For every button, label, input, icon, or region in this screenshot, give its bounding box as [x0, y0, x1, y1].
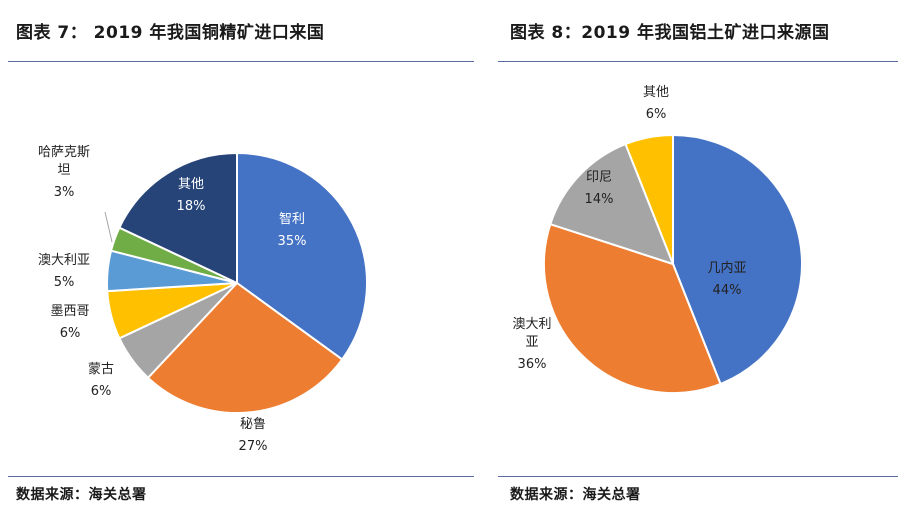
- slice-name-3: 其他: [643, 85, 669, 100]
- slice-name-6: 其他: [178, 177, 204, 192]
- pie-slice-1: [146, 281, 344, 414]
- slice-name-2: 印尼: [586, 170, 612, 185]
- pie-slice-6: [118, 151, 238, 285]
- figure-7-title: 图表 7： 2019 年我国铜精矿进口来国: [16, 23, 325, 43]
- figure-7-source: 数据来源：海关总署: [16, 487, 147, 503]
- slice-name-1: 秘鲁: [240, 417, 266, 432]
- slice-name-4: 澳大利亚: [38, 252, 90, 268]
- figure-8-panel: 图表 8：2019 年我国铝土矿进口来源国 几内亚 44% 澳大利亚 36% 印尼 14%…: [492, 0, 905, 523]
- slice-label-3: 墨西哥 6%: [50, 304, 89, 341]
- slice-label-0: 智利 35%: [278, 212, 307, 249]
- slice-name-0: 智利: [279, 212, 305, 227]
- slice-label-2: 蒙古 6%: [88, 362, 114, 399]
- slice-label-6: 其他 18%: [177, 177, 206, 214]
- pie-slice-0: [672, 133, 803, 386]
- slice-label-0: 几内亚 44%: [707, 260, 746, 298]
- figure-8-bottom-rule: [498, 476, 898, 477]
- slice-name-0: 几内亚: [707, 260, 746, 276]
- slice-value-3: 6%: [60, 326, 81, 341]
- slice-label-2: 印尼 14%: [585, 170, 614, 207]
- pie-slice-2: [549, 142, 675, 266]
- slice-label-3: 其他 6%: [643, 85, 669, 122]
- slice-label-1: 澳大利亚 36%: [512, 316, 551, 372]
- slice-value-2: 6%: [91, 384, 112, 399]
- figure-7-bottom-rule: [8, 476, 474, 477]
- pie-slice-3: [624, 133, 674, 265]
- slice-value-1: 27%: [239, 439, 268, 454]
- slice-value-1: 36%: [518, 357, 547, 372]
- slice-value-5: 3%: [54, 185, 75, 200]
- figure-8-source: 数据来源：海关总署: [510, 487, 641, 503]
- slice-label-4: 澳大利亚 5%: [38, 252, 90, 290]
- figure-7-panel: 图表 7： 2019 年我国铜精矿进口来国 智利 35% 秘鲁 27% 蒙古 6% 墨西哥 6…: [8, 23, 474, 503]
- figure-7-top-rule: [8, 61, 474, 62]
- slice-name-2: 蒙古: [88, 362, 114, 377]
- leader-line-0: [104, 211, 113, 243]
- slice-value-6: 18%: [177, 199, 206, 214]
- slice-value-4: 5%: [54, 275, 75, 290]
- figure-8-top-rule: [498, 61, 898, 62]
- slice-name-1-1: 亚: [525, 335, 538, 350]
- slice-name-1-0: 澳大利: [512, 316, 551, 332]
- figure-8-title: 图表 8：2019 年我国铝土矿进口来源国: [510, 23, 830, 43]
- slice-value-0: 44%: [713, 283, 742, 298]
- slice-name-5-1: 坦: [57, 163, 70, 178]
- slice-value-3: 6%: [646, 107, 667, 122]
- slice-value-0: 35%: [278, 234, 307, 249]
- bauxite-pie-chart: 几内亚 44% 澳大利亚 36% 印尼 14% 其他 6%: [512, 85, 803, 394]
- pie-slice-0: [236, 151, 368, 361]
- slice-label-1: 秘鲁 27%: [239, 417, 268, 454]
- slice-value-2: 14%: [585, 192, 614, 207]
- pie-slice-1: [543, 222, 722, 394]
- slice-name-3: 墨西哥: [50, 304, 89, 319]
- slice-name-5-0: 哈萨克斯: [38, 145, 90, 160]
